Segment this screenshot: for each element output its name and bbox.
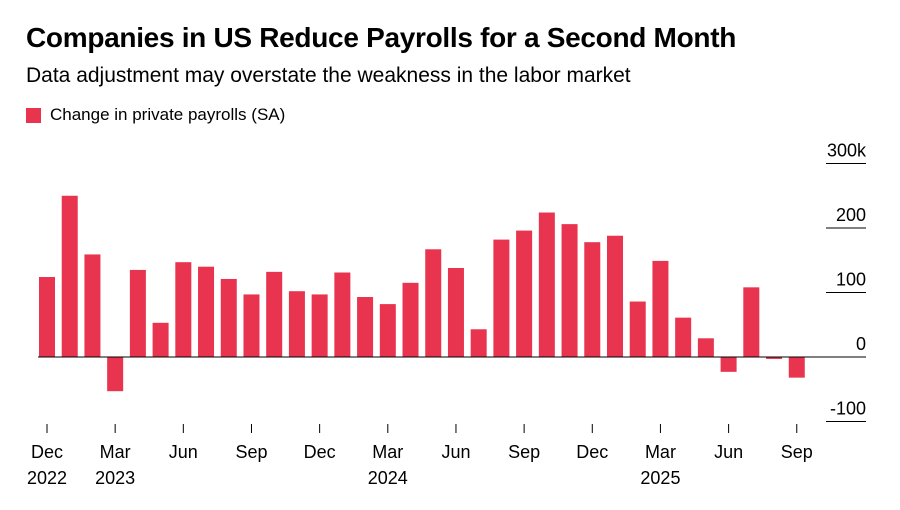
x-tick-label-month: Mar — [645, 442, 676, 462]
bar: Mar 2023 — [107, 357, 124, 392]
x-tick-label-month: Dec — [576, 442, 608, 462]
chart-title: Companies in US Reduce Payrolls for a Se… — [26, 22, 737, 53]
bar: Sep 2025 — [788, 357, 805, 378]
bar: Sep 2024 — [516, 230, 533, 357]
bar: May 2024 — [425, 249, 442, 357]
bar: Jan 2023 — [61, 195, 78, 357]
y-tick-label: 0 — [856, 334, 866, 354]
bar: Dec 2022 — [39, 277, 55, 357]
bar: Dec 2023 — [311, 294, 328, 357]
x-tick-label-month: Sep — [235, 442, 267, 462]
bar: Jun 2025 — [720, 357, 737, 372]
x-tick-label-year: 2025 — [640, 468, 680, 488]
bar: Jul 2025 — [743, 287, 760, 357]
bar: Apr 2023 — [129, 269, 146, 357]
bar: Aug 2023 — [220, 278, 237, 357]
bar: Jan 2024 — [334, 272, 351, 357]
x-tick-label-year: 2024 — [368, 468, 408, 488]
bar: Aug 2024 — [493, 239, 510, 357]
bar: Jul 2023 — [198, 266, 215, 357]
bar: Nov 2024 — [561, 224, 578, 357]
y-tick-labels: 300k 200 100 0 -100 — [827, 141, 867, 419]
x-tick-labels: Dec 2022 Mar 2023 Jun Sep Dec Mar 2024 Jun Sep Dec M… — [27, 442, 813, 488]
x-tick-label-month: Dec — [31, 442, 63, 462]
bar: Jan 2025 — [607, 235, 623, 357]
bar: May 2025 — [697, 338, 714, 357]
bar: Apr 2024 — [402, 282, 419, 357]
bar: Apr 2025 — [675, 317, 692, 357]
bar: May 2023 — [152, 322, 169, 357]
legend-label: Change in private payrolls (SA) — [50, 105, 286, 124]
x-tick-label-year: 2022 — [27, 468, 67, 488]
legend-swatch — [26, 107, 41, 123]
x-tick-label-year: 2023 — [95, 468, 135, 488]
y-tick-label: 100 — [836, 270, 866, 290]
chart-legend: Change in private payrolls (SA) — [26, 105, 285, 125]
x-ticks — [46, 424, 798, 433]
x-tick-label-month: Jun — [169, 442, 198, 462]
y-tick-label: -100 — [830, 399, 866, 419]
y-tick-label: 200 — [836, 205, 866, 225]
bar: Oct 2024 — [538, 212, 555, 357]
bar: Aug 2025 — [766, 357, 783, 359]
bar: Jun 2024 — [447, 267, 464, 357]
bar: Mar 2024 — [379, 304, 396, 357]
chart-subtitle: Data adjustment may overstate the weakne… — [26, 64, 631, 87]
x-tick-label-month: Mar — [372, 442, 403, 462]
bar: Nov 2023 — [288, 291, 305, 357]
x-tick-label-month: Mar — [100, 442, 131, 462]
x-tick-label-month: Jun — [714, 442, 743, 462]
bar: Jul 2024 — [470, 329, 487, 357]
x-tick-label-month: Jun — [441, 442, 470, 462]
bar: Feb 2023 — [84, 254, 101, 357]
x-tick-label-month: Dec — [304, 442, 336, 462]
bar: Jun 2023 — [175, 262, 192, 357]
bars: Dec 2022 Jan 2023 Feb 2023 Mar 2023 Apr 2023… — [39, 195, 805, 392]
x-tick-label-month: Sep — [508, 442, 540, 462]
x-tick-label-month: Sep — [781, 442, 813, 462]
bar: Feb 2025 — [629, 301, 646, 357]
bar: Feb 2024 — [357, 297, 374, 357]
bar: Sep 2023 — [243, 294, 260, 357]
bar: Oct 2023 — [266, 271, 283, 357]
bar: Dec 2024 — [584, 242, 601, 357]
bar: Mar 2025 — [652, 260, 669, 357]
y-gridlines — [826, 163, 866, 422]
y-tick-label: 300k — [827, 141, 867, 161]
